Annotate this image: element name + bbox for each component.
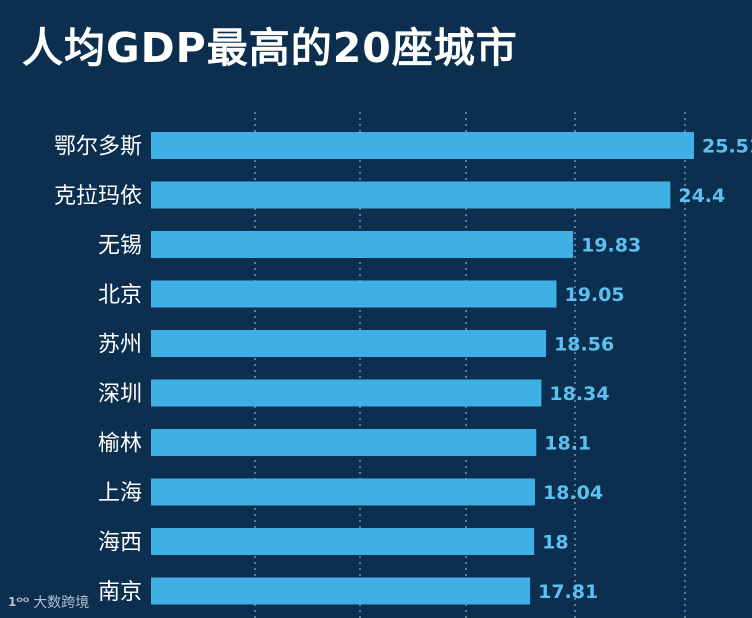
watermark-text: 大数跨境 <box>33 595 90 611</box>
bars <box>151 132 694 605</box>
value-label: 18 <box>542 532 568 554</box>
bar <box>151 379 542 407</box>
bar <box>151 528 535 555</box>
bar <box>151 429 537 456</box>
category-label: 榆林 <box>98 432 142 457</box>
category-label: 深圳 <box>98 382 142 407</box>
bar <box>151 330 547 357</box>
bar <box>151 231 574 258</box>
bar <box>151 280 557 308</box>
category-label: 北京 <box>98 283 142 308</box>
labels: 鄂尔多斯 25.51 克拉玛依 24.4 无锡 19.83 北京 19.05 苏州 18.56 深圳… <box>54 135 752 606</box>
category-label: 鄂尔多斯 <box>54 135 142 160</box>
value-label: 19.83 <box>581 235 641 257</box>
1100-logo-icon: 1ᴼᴼ <box>8 595 30 609</box>
value-label: 24.4 <box>678 185 725 207</box>
category-label: 苏州 <box>98 333 142 358</box>
watermark: 1ᴼᴼ 大数跨境 <box>8 592 89 612</box>
category-label: 上海 <box>98 481 142 506</box>
bar <box>151 478 535 506</box>
value-label: 18.04 <box>543 482 603 504</box>
value-label: 17.81 <box>538 581 598 603</box>
value-label: 25.51 <box>702 136 752 158</box>
bar <box>151 577 531 605</box>
category-label: 克拉玛依 <box>54 184 142 209</box>
bar <box>151 181 671 209</box>
value-label: 19.05 <box>564 284 624 306</box>
value-label: 18.1 <box>544 433 591 455</box>
bar <box>151 132 694 159</box>
category-label: 无锡 <box>98 234 142 259</box>
category-label: 海西 <box>98 531 142 556</box>
value-label: 18.56 <box>554 334 614 356</box>
value-label: 18.34 <box>549 383 609 405</box>
chart-title: 人均GDP最高的20座城市 <box>22 24 518 72</box>
category-label: 南京 <box>98 580 142 605</box>
